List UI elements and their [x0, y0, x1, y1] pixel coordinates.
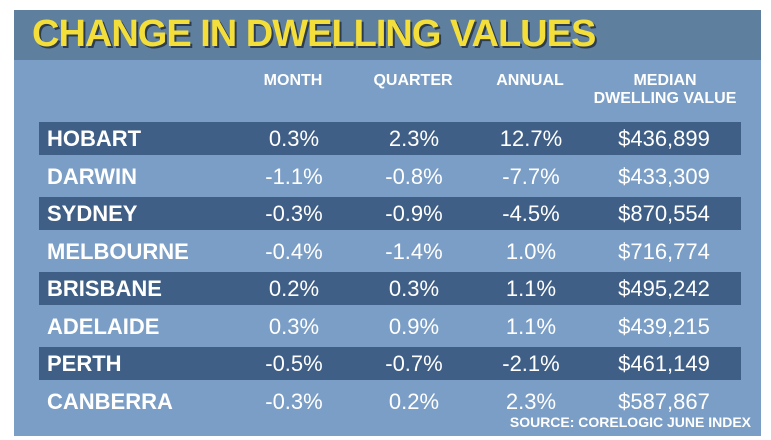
row-city-label: BRISBANE	[47, 276, 162, 301]
row-city-label: HOBART	[47, 126, 142, 151]
row-month-value: -1.1%	[265, 163, 323, 189]
table-row: DARWIN -1.1% -0.8% -7.7% $433,309	[39, 160, 741, 193]
row-annual-value: 1.0%	[505, 238, 557, 264]
row-city-label: ADELAIDE	[47, 313, 160, 339]
chart-title: CHANGE IN DWELLING VALUES	[32, 13, 596, 55]
table-row: PERTH -0.5% -0.7% -2.1% $461,149	[39, 347, 741, 380]
row-median-value: $587,867	[618, 388, 710, 414]
row-month-value: -0.5%	[265, 351, 323, 376]
source-note: SOURCE: CORELOGIC JUNE INDEX	[509, 414, 751, 430]
row-annual-value: 2.3%	[505, 388, 557, 414]
row-city-label: MELBOURNE	[47, 238, 189, 264]
row-annual-value: 1.1%	[505, 313, 557, 339]
row-annual-value: -2.1%	[502, 351, 560, 376]
row-annual-value: 1.1%	[505, 276, 557, 301]
row-city-label: PERTH	[47, 351, 122, 376]
row-quarter-value: 0.3%	[388, 276, 440, 301]
table-panel: CHANGE IN DWELLING VALUES MONTH QUARTER …	[14, 10, 761, 436]
row-quarter-value: 0.2%	[388, 388, 440, 414]
row-month-value: 0.3%	[268, 313, 320, 339]
row-quarter-value: -1.4%	[385, 238, 443, 264]
row-quarter-value: -0.7%	[385, 351, 443, 376]
row-quarter-value: -0.8%	[385, 163, 443, 189]
column-header-annual: ANNUAL	[496, 72, 564, 89]
row-median-value: $870,554	[618, 201, 710, 226]
row-quarter-value: 0.9%	[388, 313, 440, 339]
column-header-median-dwelling-value: MEDIAN DWELLING VALUE	[593, 72, 737, 107]
row-median-value: $495,242	[618, 276, 710, 301]
row-annual-value: -4.5%	[502, 201, 560, 226]
row-month-value: 0.3%	[268, 126, 320, 151]
row-month-value: -0.3%	[265, 201, 323, 226]
title-bar: CHANGE IN DWELLING VALUES	[14, 10, 761, 60]
row-median-value: $439,215	[618, 313, 710, 339]
table-row: SYDNEY -0.3% -0.9% -4.5% $870,554	[39, 197, 741, 230]
row-annual-value: -7.7%	[502, 163, 560, 189]
row-city-label: CANBERRA	[47, 388, 173, 414]
row-median-value: $436,899	[618, 126, 710, 151]
table-row: CANBERRA -0.3% 0.2% 2.3% $587,867	[39, 385, 741, 418]
row-quarter-value: -0.9%	[385, 201, 443, 226]
row-month-value: -0.3%	[265, 388, 323, 414]
table-row: MELBOURNE -0.4% -1.4% 1.0% $716,774	[39, 235, 741, 268]
row-median-value: $461,149	[618, 351, 710, 376]
row-city-label: SYDNEY	[47, 201, 138, 226]
row-median-value: $716,774	[618, 238, 710, 264]
table-row: HOBART 0.3% 2.3% 12.7% $436,899	[39, 122, 741, 155]
row-month-value: 0.2%	[268, 276, 320, 301]
row-month-value: -0.4%	[265, 238, 323, 264]
row-city-label: DARWIN	[47, 163, 138, 189]
row-quarter-value: 2.3%	[388, 126, 440, 151]
row-median-value: $433,309	[618, 163, 710, 189]
table-row: BRISBANE 0.2% 0.3% 1.1% $495,242	[39, 272, 741, 305]
column-header-quarter: QUARTER	[373, 72, 453, 89]
row-annual-value: 12.7%	[499, 126, 563, 151]
column-header-month: MONTH	[263, 72, 323, 89]
table-row: ADELAIDE 0.3% 0.9% 1.1% $439,215	[39, 310, 741, 343]
